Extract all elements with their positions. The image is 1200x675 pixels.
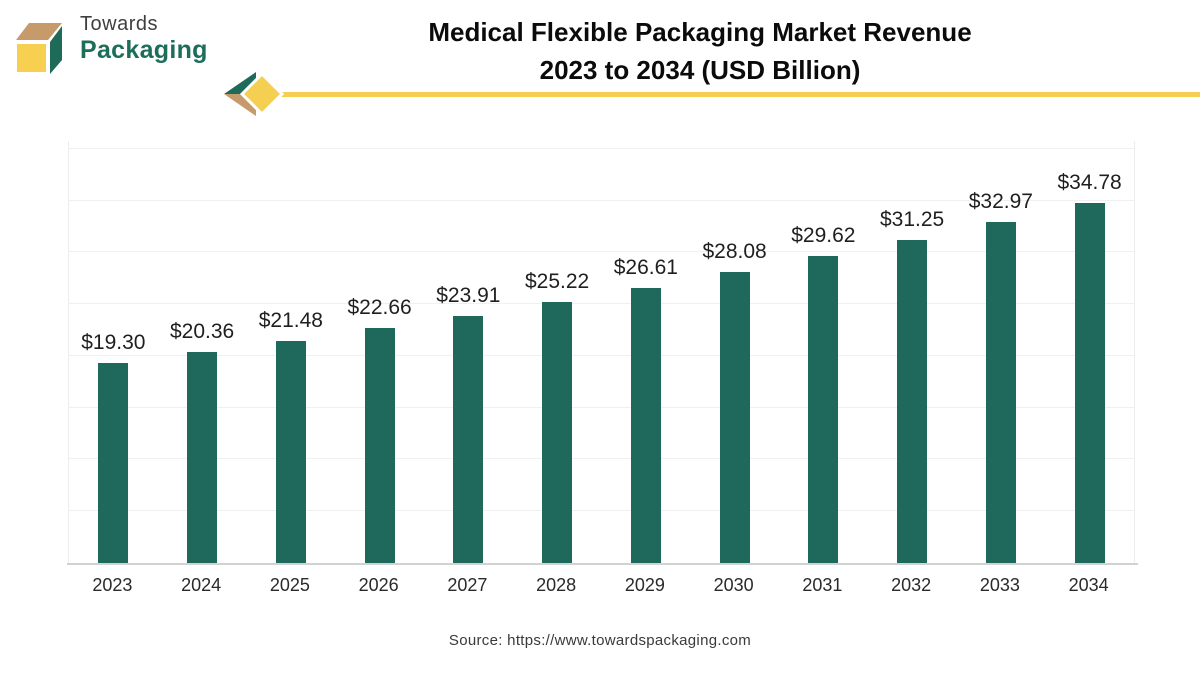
- x-tick-2029: 2029: [624, 575, 665, 595]
- value-label-2023: $19.30: [81, 331, 146, 354]
- value-label-2025: $21.48: [258, 309, 323, 332]
- x-tick-2028: 2028: [536, 575, 577, 595]
- divider-line: [276, 92, 1200, 97]
- x-tick-2023: 2023: [92, 575, 133, 595]
- gridline-40: [69, 148, 1134, 149]
- bar-2029: [630, 288, 661, 563]
- x-axis-line: [67, 563, 1138, 565]
- gridline-5: [69, 510, 1134, 511]
- value-label-2027: $23.91: [436, 284, 501, 307]
- x-tick-2024: 2024: [181, 575, 222, 595]
- divider-chevron-icon: [224, 71, 285, 117]
- x-tick-2030: 2030: [713, 575, 754, 595]
- gridline-30: [69, 251, 1134, 252]
- x-tick-2026: 2026: [358, 575, 399, 595]
- bar-2024: [187, 352, 218, 563]
- bar-2028: [542, 302, 573, 563]
- value-label-2030: $28.08: [702, 240, 767, 263]
- value-label-2031: $29.62: [791, 224, 856, 247]
- gridline-10: [69, 458, 1134, 459]
- value-label-2032: $31.25: [880, 208, 945, 231]
- x-tick-2032: 2032: [891, 575, 932, 595]
- bar-column-2030: $28.08: [690, 141, 779, 563]
- brand-logo: Towards Packaging: [80, 14, 208, 63]
- chart-title-line1: Medical Flexible Packaging Market Revenu…: [428, 17, 972, 47]
- value-label-2028: $25.22: [525, 270, 590, 293]
- bar-column-2034: $34.78: [1045, 141, 1134, 563]
- x-tick-2034: 2034: [1068, 575, 1109, 595]
- bar-column-2025: $21.48: [247, 141, 336, 563]
- value-label-2034: $34.78: [1057, 171, 1122, 194]
- brand-name-bottom: Packaging: [80, 36, 208, 64]
- x-tick-2027: 2027: [447, 575, 488, 595]
- value-label-2029: $26.61: [613, 256, 678, 279]
- bar-chart-plot: $19.30 $20.36 $21.48 $22.66 $23.91 $25.22 $26.…: [67, 141, 1138, 565]
- bar-2023: [98, 363, 129, 563]
- x-tick-2031: 2031: [802, 575, 843, 595]
- bar-column-2023: $19.30: [69, 141, 158, 563]
- bar-2033: [985, 222, 1016, 563]
- bar-column-2024: $20.36: [158, 141, 247, 563]
- bar-column-2029: $26.61: [602, 141, 691, 563]
- gridline-15: [69, 407, 1134, 408]
- x-axis: 2023 2024 2025 2026 2027 2028 2029 2030 2031 2032…: [68, 572, 1133, 598]
- value-label-2026: $22.66: [347, 296, 412, 319]
- bar-2031: [808, 256, 839, 563]
- bar-column-2026: $22.66: [335, 141, 424, 563]
- value-label-2033: $32.97: [968, 190, 1033, 213]
- bar-2032: [897, 240, 928, 563]
- source-text: Source: https://www.towardspackaging.com: [448, 632, 752, 649]
- bar-2030: [719, 272, 750, 563]
- bar-column-2032: $31.25: [868, 141, 957, 563]
- bar-2034: [1074, 203, 1105, 563]
- chart-title-line2: 2023 to 2034 (USD Billion): [539, 55, 861, 85]
- bar-2025: [275, 341, 306, 563]
- brand-cube-icon: [16, 23, 62, 74]
- bar-column-2027: $23.91: [424, 141, 513, 563]
- gridline-20: [69, 355, 1134, 356]
- bar-column-2031: $29.62: [779, 141, 868, 563]
- bar-column-2033: $32.97: [957, 141, 1046, 563]
- brand-name-top: Towards: [80, 13, 158, 35]
- gridline-25: [69, 303, 1134, 304]
- bar-2026: [364, 328, 395, 563]
- value-label-2024: $20.36: [170, 320, 235, 343]
- bar-column-2028: $25.22: [513, 141, 602, 563]
- x-tick-2033: 2033: [979, 575, 1020, 595]
- x-tick-2025: 2025: [269, 575, 310, 595]
- bar-2027: [453, 316, 484, 563]
- chart-title: Medical Flexible Packaging Market Revenu…: [250, 13, 1150, 89]
- gridline-35: [69, 200, 1134, 201]
